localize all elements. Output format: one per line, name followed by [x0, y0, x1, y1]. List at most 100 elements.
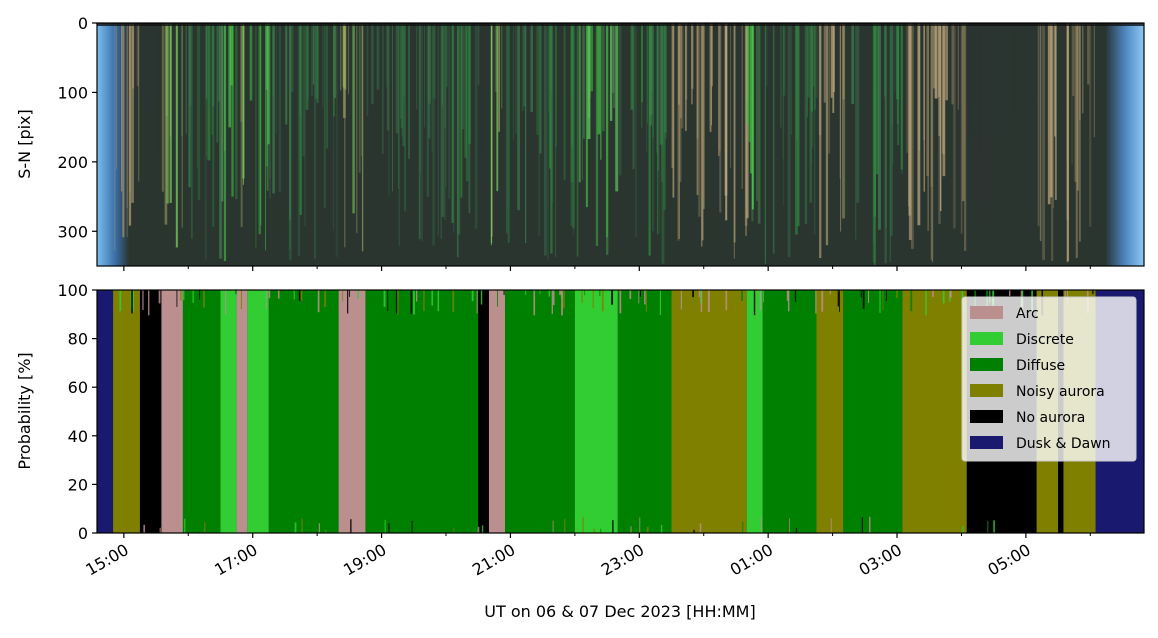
- keogram-streak: [1076, 23, 1079, 191]
- keogram-streak: [216, 23, 219, 143]
- class-segment: [97, 290, 114, 533]
- keogram-streak: [661, 23, 665, 264]
- keogram-panel: 0 100 200 300 S-N [pix]: [15, 14, 1145, 271]
- keogram-streak: [269, 23, 271, 199]
- class-spike: [203, 290, 205, 308]
- keogram-streak: [587, 23, 591, 139]
- keogram-streak: [513, 23, 514, 140]
- keogram-streak: [571, 23, 573, 145]
- keogram-streak: [175, 23, 178, 248]
- class-spike: [132, 290, 134, 312]
- keogram-streak: [344, 23, 346, 248]
- keogram-streak: [576, 23, 579, 257]
- keogram-streak: [275, 23, 277, 135]
- class-spike: [301, 518, 303, 533]
- class-spike: [896, 290, 898, 298]
- keogram-streak: [402, 23, 405, 97]
- keogram-streak: [1052, 23, 1054, 209]
- keogram-streak: [140, 23, 142, 182]
- keogram-streak: [260, 23, 262, 226]
- keogram-streak: [432, 23, 436, 99]
- legend-swatch: [970, 358, 1003, 371]
- class-segment: [220, 290, 237, 533]
- keogram-streak: [691, 23, 693, 105]
- keogram-streak: [1079, 23, 1081, 121]
- keogram-frame: [96, 22, 1145, 267]
- legend-label: Arc: [1016, 306, 1039, 322]
- keogram-streak: [839, 23, 841, 179]
- keogram-streak: [748, 23, 751, 143]
- keogram-streak: [116, 23, 117, 169]
- class-spike: [142, 290, 144, 311]
- keogram-streak: [126, 23, 128, 238]
- class-segment: [247, 290, 269, 533]
- keogram-streak: [272, 23, 274, 96]
- keogram-streak: [926, 23, 929, 177]
- keogram-streak: [1003, 23, 1006, 130]
- keogram-streak: [223, 23, 227, 262]
- keogram-streak: [632, 23, 635, 170]
- keogram-streak: [813, 23, 816, 235]
- legend-swatch: [970, 332, 1003, 345]
- keogram-streak: [1042, 23, 1046, 260]
- keogram-streak: [585, 23, 588, 208]
- keogram-streak: [744, 23, 748, 226]
- keogram-streak: [333, 23, 335, 117]
- class-spike: [324, 290, 327, 308]
- keogram-streak: [437, 23, 439, 236]
- keogram-streak: [155, 23, 157, 116]
- keogram-streak: [496, 23, 499, 192]
- keogram-streak: [937, 23, 941, 98]
- probability-marks: [97, 290, 1144, 533]
- class-segment: [505, 290, 575, 533]
- keogram-streak: [212, 23, 215, 107]
- keogram-streak: [126, 23, 128, 209]
- keogram-streak: [828, 23, 831, 154]
- keogram-streak: [255, 23, 257, 249]
- keogram-streak: [1087, 23, 1090, 85]
- keogram-streak: [960, 23, 963, 234]
- keogram-streak: [1081, 23, 1084, 114]
- keogram-streak: [311, 23, 313, 96]
- class-spike: [760, 516, 762, 533]
- keogram-streak: [221, 23, 224, 202]
- keogram-streak: [196, 23, 198, 168]
- class-spike: [942, 290, 945, 304]
- keogram-streak: [680, 23, 682, 119]
- keogram-streak: [698, 23, 701, 217]
- probability-y-tick-label: 0: [78, 524, 88, 543]
- class-spike: [318, 523, 320, 533]
- keogram-streak: [521, 23, 525, 112]
- keogram-streak: [288, 23, 292, 250]
- keogram-streak: [456, 23, 459, 258]
- keogram-top-edge: [97, 23, 1144, 26]
- keogram-streak: [890, 23, 893, 236]
- keogram-streak: [764, 23, 766, 264]
- keogram-streak: [856, 23, 860, 203]
- keogram-streak: [272, 23, 275, 194]
- class-spike: [240, 290, 243, 310]
- keogram-streak: [787, 23, 791, 257]
- class-spike: [612, 520, 614, 533]
- keogram-streak: [969, 23, 971, 222]
- keogram-streak: [927, 23, 929, 231]
- keogram-streak: [416, 23, 418, 110]
- class-spike: [693, 529, 695, 533]
- keogram-dawn-twilight: [1106, 23, 1144, 266]
- keogram-streak: [951, 23, 954, 105]
- keogram-streak: [1015, 23, 1018, 172]
- keogram-streak: [507, 23, 510, 243]
- keogram-streak: [998, 23, 1001, 178]
- class-spike: [593, 528, 596, 533]
- keogram-streak: [212, 23, 215, 228]
- class-spike: [962, 526, 964, 533]
- keogram-streak: [646, 23, 648, 124]
- keogram-streak: [302, 23, 305, 157]
- keogram-streak: [550, 23, 553, 254]
- keogram-streak: [400, 23, 402, 120]
- class-spike: [993, 520, 995, 533]
- keogram-streak: [1047, 23, 1051, 205]
- keogram-streak: [1034, 23, 1036, 112]
- keogram-streak: [461, 23, 465, 130]
- keogram-streak: [428, 23, 431, 139]
